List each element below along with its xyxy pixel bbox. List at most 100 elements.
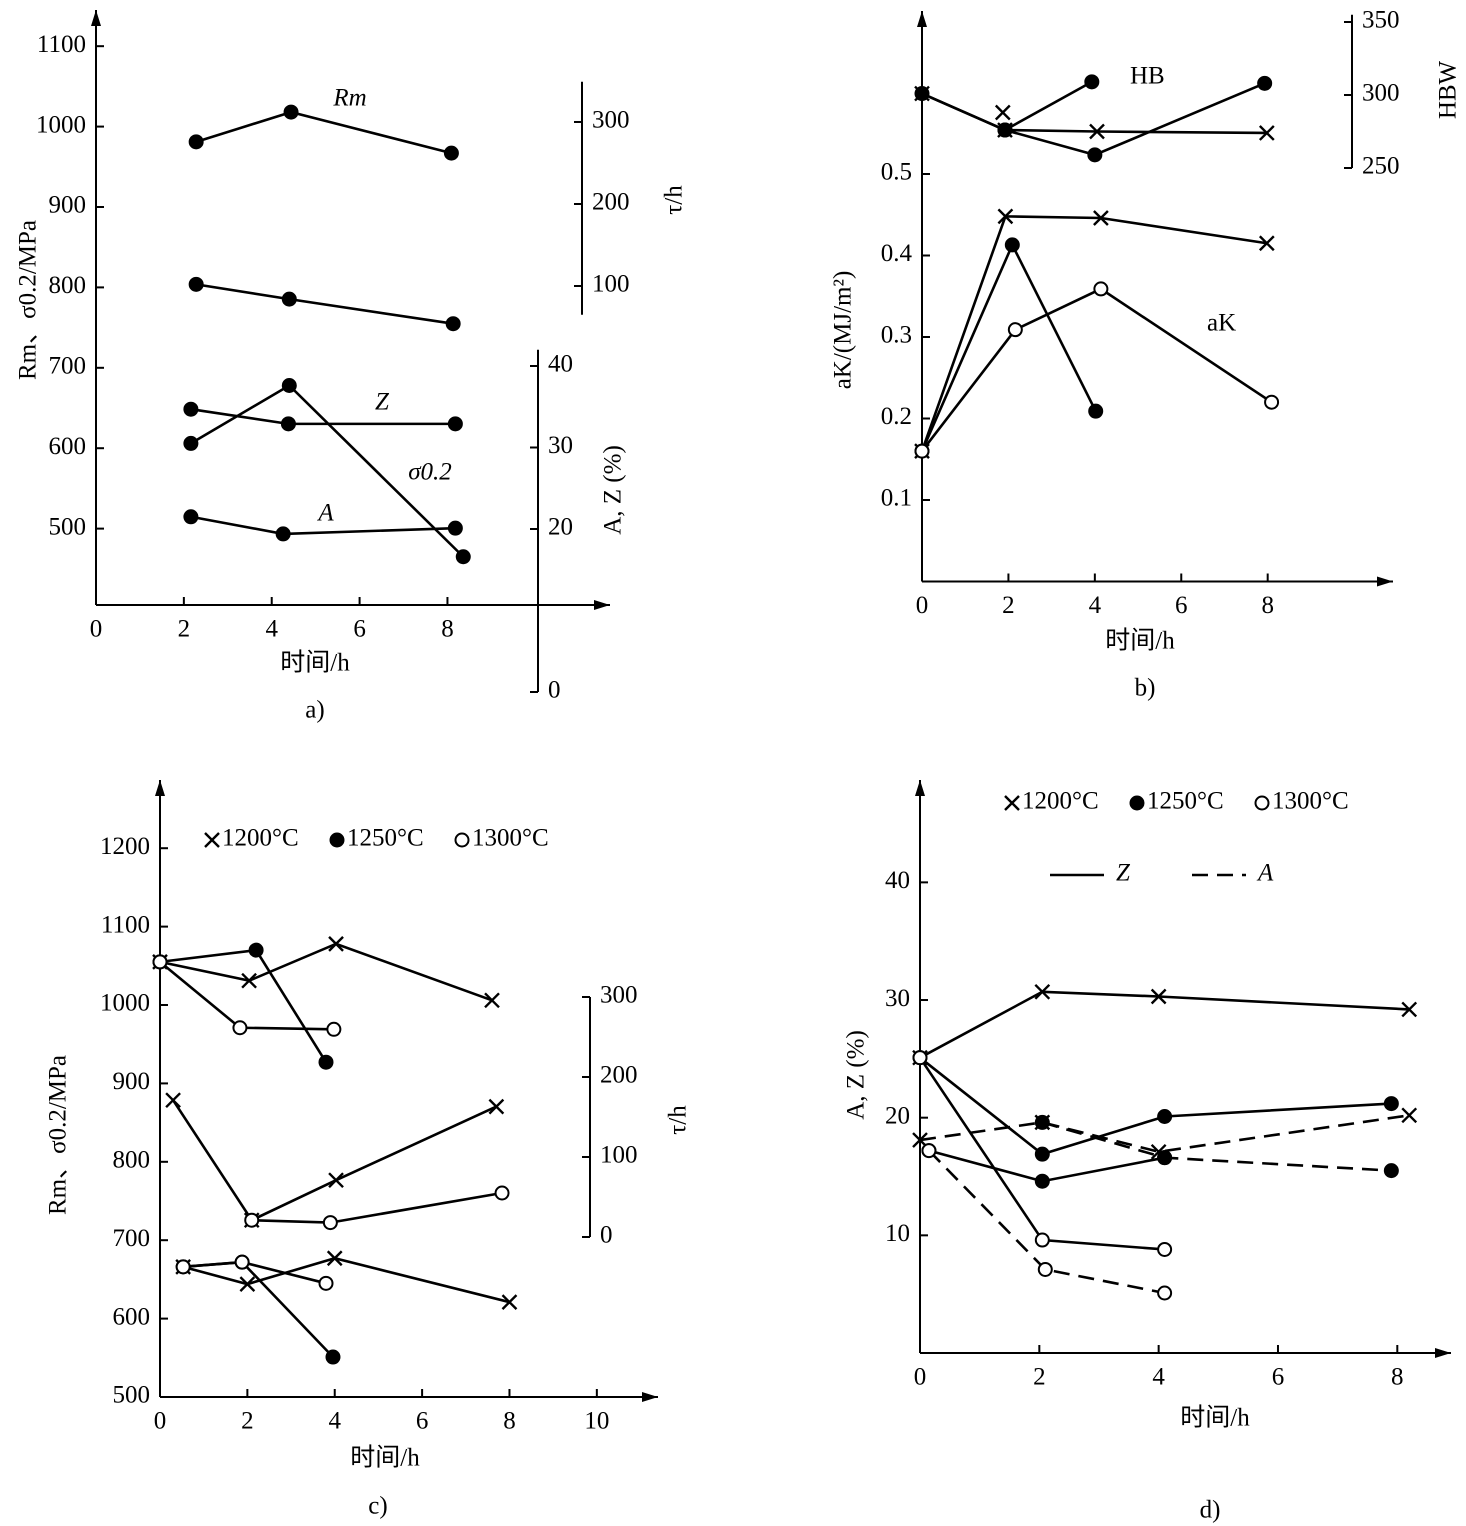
x-axis-label: 时间/h — [1105, 627, 1175, 655]
series-line — [920, 241, 1097, 452]
y-tick-label: 0.2 — [881, 403, 912, 430]
y-tick-label: 1000 — [100, 990, 150, 1017]
data-point — [152, 954, 168, 970]
series-line — [159, 960, 334, 1031]
series-line — [1004, 80, 1093, 132]
y2-axis-label: HBW — [1435, 60, 1462, 119]
x-tick-label: 0 — [90, 616, 103, 643]
x-tick-label: 2 — [1033, 1364, 1046, 1391]
y-tick-label: 900 — [49, 192, 87, 219]
y2-tick-label: 350 — [1362, 7, 1400, 34]
data-point — [1401, 1001, 1418, 1018]
data-point — [318, 1275, 334, 1291]
data-point — [188, 276, 204, 292]
data-point — [447, 416, 463, 432]
x-axis-arrow — [642, 1392, 658, 1402]
series-line — [928, 1149, 1165, 1295]
x-axis-label: 时间/h — [350, 1444, 420, 1472]
x-tick-label: 6 — [1175, 592, 1188, 619]
data-point — [281, 291, 297, 307]
data-point — [183, 401, 199, 417]
series-line — [919, 990, 1410, 1059]
series-line — [921, 92, 1267, 135]
data-point — [447, 520, 463, 536]
y-tick-label: 700 — [49, 353, 87, 380]
data-point — [501, 1294, 518, 1310]
data-point — [445, 316, 461, 332]
data-point — [239, 1276, 256, 1292]
data-point — [997, 122, 1013, 138]
legend-marker — [204, 832, 220, 848]
legend-label: 1250°C — [347, 825, 424, 852]
x-axis-label: 时间/h — [280, 649, 350, 677]
y-axis-label: Rm、σ0.2/MPa — [45, 1055, 72, 1215]
x-tick-label: 8 — [441, 616, 454, 643]
y-tick-label: 40 — [885, 867, 910, 894]
y2-tick-label: 100 — [600, 1142, 638, 1169]
x-tick-label: 10 — [584, 1408, 609, 1435]
series-line — [190, 407, 456, 426]
y-tick-label: 600 — [49, 433, 87, 460]
y2-tick-label: 300 — [600, 982, 638, 1009]
data-point — [997, 208, 1014, 225]
data-point — [1084, 74, 1100, 90]
series-line — [251, 1191, 503, 1224]
y2-tick-label: 250 — [1362, 153, 1400, 180]
data-point — [914, 86, 930, 102]
data-point — [318, 1054, 334, 1070]
data-point — [248, 942, 264, 958]
data-point — [921, 1143, 937, 1159]
caption: a) — [305, 697, 324, 724]
series-line — [920, 287, 1273, 452]
series-line — [921, 82, 1266, 157]
data-point — [1383, 1096, 1399, 1112]
y-axis-label: aK/(MJ/m²) — [830, 271, 857, 390]
data-point — [1401, 1107, 1418, 1124]
data-point — [912, 1050, 928, 1066]
data-point — [488, 1098, 505, 1115]
data-point — [1034, 1173, 1050, 1189]
x-tick-label: 6 — [1272, 1364, 1285, 1391]
x-tick-label: 4 — [1089, 592, 1102, 619]
y2-tick-label: 200 — [600, 1062, 638, 1089]
data-point — [1264, 394, 1280, 410]
data-point — [322, 1215, 338, 1231]
legend-marker — [1254, 795, 1270, 811]
data-point — [283, 104, 299, 120]
data-point — [281, 377, 297, 393]
data-point — [1093, 281, 1109, 297]
y-tick-label: 600 — [113, 1303, 151, 1330]
legend-marker — [1129, 795, 1145, 811]
y2-tick-label: 300 — [1362, 80, 1400, 107]
data-point — [1383, 1163, 1399, 1179]
x-tick-label: 8 — [1391, 1364, 1404, 1391]
legend-marker — [1004, 795, 1020, 811]
data-point — [443, 145, 459, 161]
y-axis-label: Rm、σ0.2/MPa — [15, 220, 42, 380]
data-point — [241, 972, 257, 989]
y-tick-label: 1100 — [37, 31, 86, 58]
y-tick-label: 0.5 — [881, 159, 912, 186]
data-point — [1093, 210, 1109, 226]
legend-label: A — [1256, 860, 1274, 887]
series-label: Rm — [332, 85, 366, 112]
series-line — [195, 110, 452, 155]
x-tick-label: 0 — [914, 1364, 927, 1391]
caption: b) — [1135, 675, 1156, 702]
x-tick-label: 6 — [353, 616, 366, 643]
data-point — [1087, 147, 1103, 163]
series-line — [182, 1256, 510, 1304]
data-point — [1034, 983, 1051, 1000]
x-axis-arrow — [594, 600, 610, 610]
x-tick-label: 0 — [916, 592, 929, 619]
y-tick-label: 800 — [113, 1147, 151, 1174]
data-point — [328, 1172, 344, 1189]
y2-tick-label: 0 — [600, 1222, 613, 1249]
y-axis-arrow — [155, 780, 165, 796]
x-tick-label: 2 — [241, 1408, 254, 1435]
data-point — [325, 1349, 341, 1365]
legend-label: 1250°C — [1147, 788, 1224, 815]
y-tick-label: 1200 — [100, 833, 150, 860]
y-axis-arrow — [91, 10, 101, 26]
x-tick-label: 8 — [503, 1408, 516, 1435]
